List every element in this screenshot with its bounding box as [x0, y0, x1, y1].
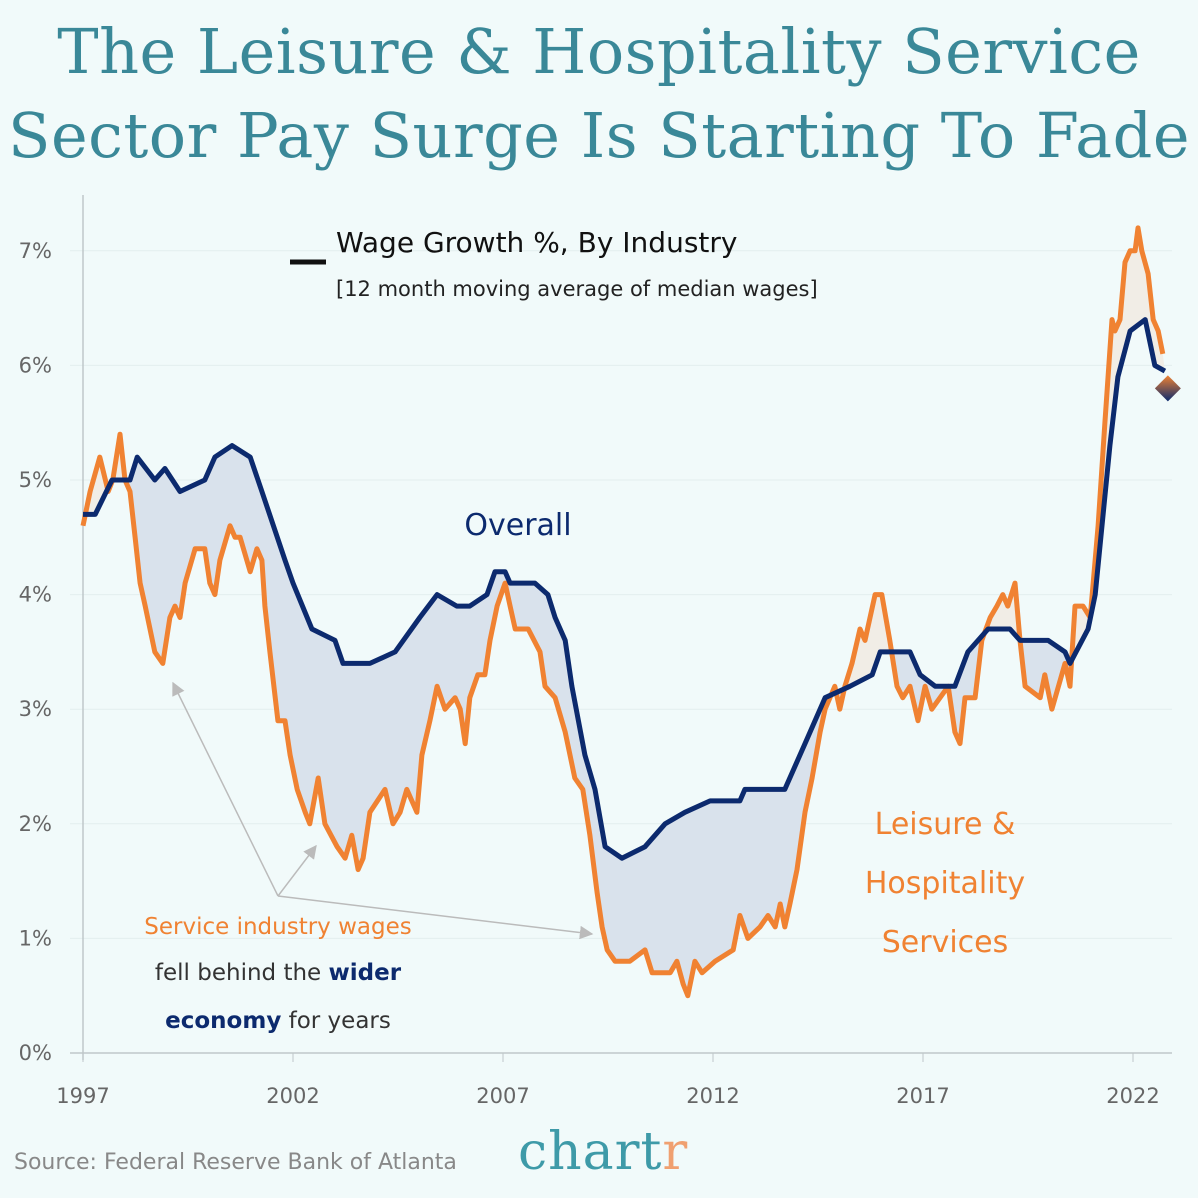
leisure-label-line-1: Leisure & — [875, 807, 1016, 842]
arrow-2 — [277, 844, 317, 897]
gap-fill-below — [83, 319, 1165, 996]
x-tick-label: 1997 — [56, 1084, 109, 1108]
y-tick-label: 2% — [19, 812, 52, 836]
chart-title: The Leisure & Hospitality Service Sector… — [0, 10, 1198, 178]
arrow-1 — [172, 681, 279, 897]
series-line-leisure — [80, 225, 1166, 999]
note-line-2: fell behind the wider — [155, 960, 402, 986]
legend-title: Wage Growth %, By Industry — [336, 226, 737, 259]
axis-ticks: 0% 1% 2% 3% 4% 5% 6% 7% 1997 2002 2007 2012 2017 2022 — [19, 239, 1160, 1108]
annotation-note: Service industry wages fell behind the w… — [144, 914, 411, 1034]
note-line-3: economy for years — [165, 1008, 391, 1034]
chartr-logo: chartr — [518, 1122, 689, 1182]
y-tick-label: 6% — [19, 353, 52, 377]
y-tick-label: 7% — [19, 239, 52, 263]
end-marker-diamond — [1154, 375, 1181, 402]
leisure-label-line-2: Hospitality — [865, 866, 1025, 901]
y-tick-label: 4% — [19, 583, 52, 607]
title-line-2: Sector Pay Surge Is Starting To Fade — [7, 99, 1191, 172]
legend-subtitle: [12 month moving average of median wages… — [336, 277, 818, 301]
y-tick-label: 5% — [19, 468, 52, 492]
annotation-arrows — [172, 681, 594, 940]
x-tick-label: 2017 — [896, 1084, 949, 1108]
y-tick-label: 0% — [19, 1041, 52, 1065]
x-tick-label: 2007 — [476, 1084, 529, 1108]
leisure-label-line-3: Services — [882, 925, 1009, 960]
leisure-label: Leisure & Hospitality Services — [865, 807, 1025, 960]
y-tick-label: 3% — [19, 697, 52, 721]
series-line-overall — [83, 317, 1167, 861]
overall-label: Overall — [464, 508, 571, 543]
source-note: Source: Federal Reserve Bank of Atlanta — [14, 1150, 457, 1175]
title-line-1: The Leisure & Hospitality Service — [57, 15, 1141, 88]
x-tick-label: 2002 — [266, 1084, 319, 1108]
y-tick-label: 1% — [19, 926, 52, 950]
note-line-1: Service industry wages — [144, 914, 411, 940]
x-tick-label: 2012 — [686, 1084, 739, 1108]
x-tick-label: 2022 — [1106, 1084, 1159, 1108]
arrow-3 — [277, 895, 594, 940]
